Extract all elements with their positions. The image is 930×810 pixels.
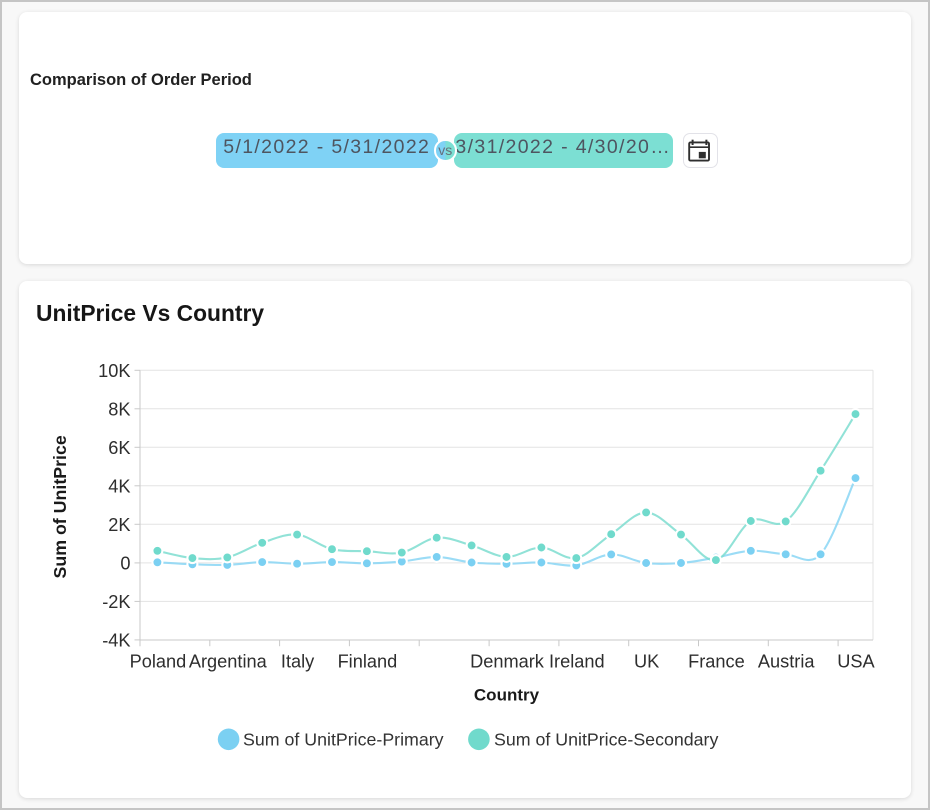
svg-text:6K: 6K — [108, 438, 130, 458]
svg-text:8K: 8K — [108, 399, 130, 419]
svg-text:Country: Country — [474, 686, 540, 705]
svg-text:Argentina: Argentina — [189, 651, 268, 671]
svg-text:Ireland: Ireland — [549, 651, 605, 671]
svg-text:4K: 4K — [108, 476, 130, 496]
svg-text:Sum of UnitPrice: Sum of UnitPrice — [50, 435, 70, 578]
svg-text:USA: USA — [837, 651, 875, 671]
svg-text:0: 0 — [120, 554, 130, 574]
svg-text:2K: 2K — [108, 515, 130, 535]
svg-text:Italy: Italy — [281, 651, 315, 671]
svg-text:Finland: Finland — [338, 651, 398, 671]
svg-text:Sum of UnitPrice-Primary: Sum of UnitPrice-Primary — [243, 730, 444, 750]
svg-text:UK: UK — [634, 651, 659, 671]
svg-text:Austria: Austria — [758, 651, 815, 671]
svg-text:-4K: -4K — [102, 631, 130, 651]
svg-text:Sum of UnitPrice-Secondary: Sum of UnitPrice-Secondary — [494, 730, 718, 750]
svg-text:-2K: -2K — [102, 592, 130, 612]
svg-text:Poland: Poland — [130, 651, 187, 671]
svg-text:10K: 10K — [98, 361, 130, 381]
svg-text:France: France — [688, 651, 745, 671]
svg-text:Denmark: Denmark — [470, 651, 545, 671]
